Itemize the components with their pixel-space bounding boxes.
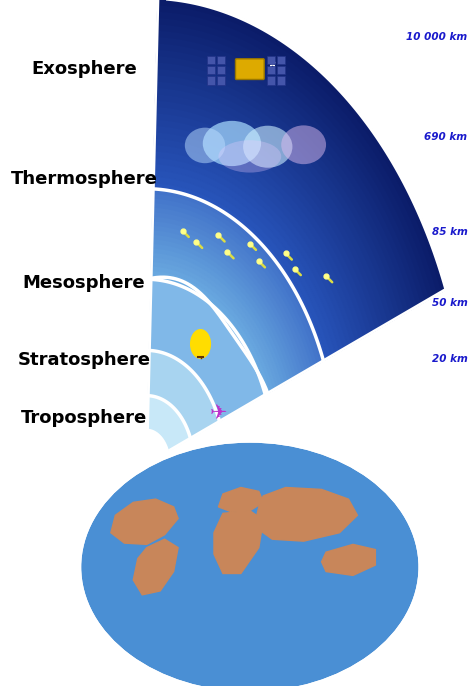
Polygon shape bbox=[155, 113, 373, 334]
Ellipse shape bbox=[80, 441, 420, 686]
Polygon shape bbox=[155, 106, 376, 332]
Polygon shape bbox=[152, 257, 280, 388]
Bar bbox=[217, 76, 225, 84]
Bar bbox=[267, 66, 275, 74]
Polygon shape bbox=[157, 11, 438, 296]
Text: 85 km: 85 km bbox=[431, 227, 467, 237]
Polygon shape bbox=[156, 56, 409, 313]
Polygon shape bbox=[152, 234, 294, 379]
Polygon shape bbox=[152, 244, 289, 383]
Polygon shape bbox=[152, 248, 285, 384]
Polygon shape bbox=[151, 189, 323, 394]
Polygon shape bbox=[155, 93, 385, 327]
Polygon shape bbox=[255, 488, 357, 541]
FancyBboxPatch shape bbox=[236, 59, 264, 80]
Polygon shape bbox=[156, 49, 413, 311]
Text: 690 km: 690 km bbox=[424, 132, 467, 142]
Polygon shape bbox=[154, 157, 344, 351]
Bar bbox=[277, 56, 285, 64]
Polygon shape bbox=[156, 62, 405, 316]
Polygon shape bbox=[154, 176, 332, 358]
Polygon shape bbox=[148, 351, 219, 438]
Bar bbox=[267, 56, 275, 64]
Polygon shape bbox=[158, 5, 442, 294]
Polygon shape bbox=[147, 396, 191, 450]
Polygon shape bbox=[157, 24, 429, 301]
Ellipse shape bbox=[281, 126, 326, 164]
Text: Thermosphere: Thermosphere bbox=[10, 170, 157, 188]
Bar bbox=[277, 76, 285, 84]
Polygon shape bbox=[153, 198, 318, 366]
Polygon shape bbox=[158, 0, 446, 292]
Circle shape bbox=[191, 330, 210, 358]
Polygon shape bbox=[153, 207, 312, 369]
Polygon shape bbox=[111, 499, 178, 545]
Polygon shape bbox=[157, 17, 434, 298]
Polygon shape bbox=[219, 488, 263, 512]
Polygon shape bbox=[154, 182, 328, 361]
Text: Stratosphere: Stratosphere bbox=[18, 351, 150, 369]
Polygon shape bbox=[155, 87, 389, 325]
Polygon shape bbox=[151, 270, 271, 393]
Text: 20 km: 20 km bbox=[431, 354, 467, 364]
Polygon shape bbox=[214, 511, 263, 573]
Polygon shape bbox=[152, 261, 277, 390]
Bar bbox=[277, 66, 285, 74]
Polygon shape bbox=[152, 252, 283, 386]
Polygon shape bbox=[149, 279, 265, 421]
Text: Exosphere: Exosphere bbox=[31, 60, 137, 78]
Polygon shape bbox=[157, 30, 426, 303]
Polygon shape bbox=[155, 145, 352, 346]
Polygon shape bbox=[153, 225, 300, 376]
Bar bbox=[217, 56, 225, 64]
Polygon shape bbox=[321, 545, 375, 576]
Bar bbox=[207, 56, 215, 64]
Polygon shape bbox=[154, 163, 340, 353]
Polygon shape bbox=[155, 126, 364, 339]
Polygon shape bbox=[153, 189, 323, 362]
Text: 50 km: 50 km bbox=[431, 298, 467, 308]
Polygon shape bbox=[155, 119, 368, 337]
Polygon shape bbox=[156, 81, 393, 322]
Polygon shape bbox=[155, 132, 360, 342]
Polygon shape bbox=[153, 216, 306, 372]
Bar bbox=[267, 76, 275, 84]
Ellipse shape bbox=[203, 121, 261, 166]
Ellipse shape bbox=[219, 140, 281, 173]
Text: Troposphere: Troposphere bbox=[21, 410, 147, 427]
Text: Mesosphere: Mesosphere bbox=[23, 274, 145, 292]
Bar bbox=[207, 66, 215, 74]
Polygon shape bbox=[155, 100, 381, 330]
Polygon shape bbox=[153, 221, 303, 374]
Polygon shape bbox=[154, 170, 336, 356]
Polygon shape bbox=[151, 275, 268, 394]
Polygon shape bbox=[153, 211, 309, 370]
Bar bbox=[217, 66, 225, 74]
Polygon shape bbox=[157, 36, 421, 306]
Polygon shape bbox=[157, 43, 418, 308]
Polygon shape bbox=[152, 230, 297, 377]
Polygon shape bbox=[153, 202, 315, 368]
Ellipse shape bbox=[243, 126, 292, 168]
Polygon shape bbox=[152, 239, 292, 381]
Text: ✈: ✈ bbox=[210, 404, 227, 424]
Polygon shape bbox=[153, 193, 320, 364]
Polygon shape bbox=[154, 0, 446, 361]
Polygon shape bbox=[133, 539, 178, 595]
Text: 10 000 km: 10 000 km bbox=[406, 32, 467, 42]
Polygon shape bbox=[155, 138, 356, 344]
Polygon shape bbox=[156, 75, 397, 320]
Polygon shape bbox=[154, 151, 348, 348]
Polygon shape bbox=[151, 265, 274, 391]
Ellipse shape bbox=[185, 128, 225, 163]
Bar bbox=[207, 76, 215, 84]
Polygon shape bbox=[156, 68, 401, 318]
